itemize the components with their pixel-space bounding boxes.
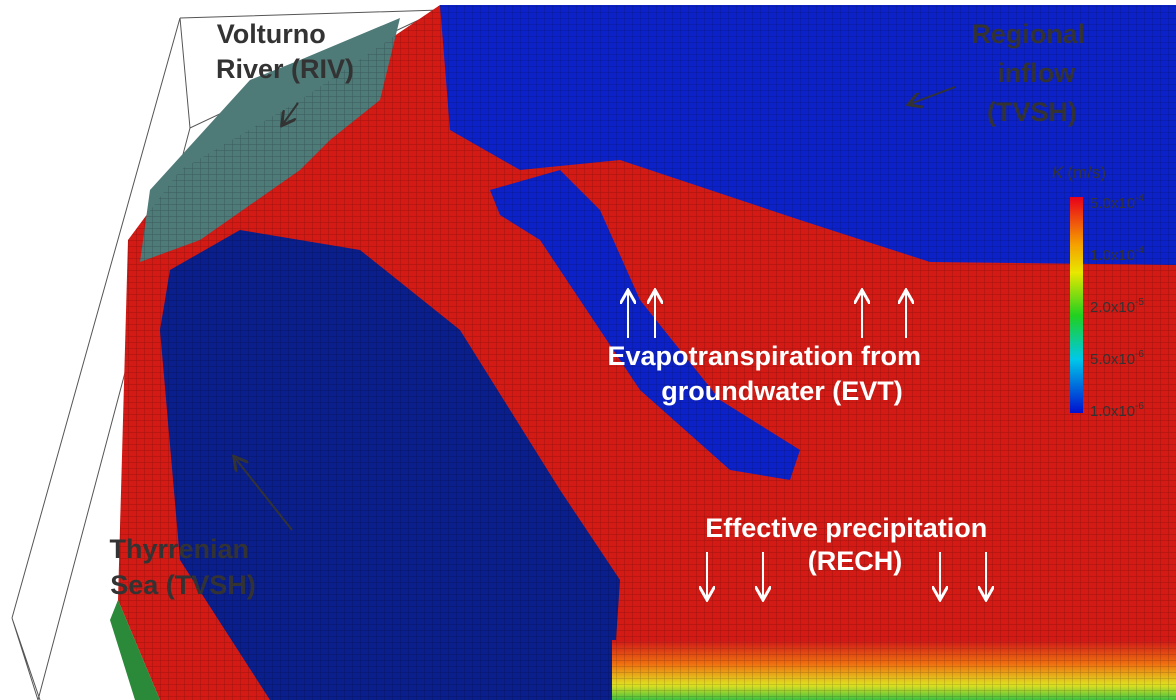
mantissa: 1.0x10 — [1090, 247, 1135, 264]
exponent: -6 — [1135, 401, 1144, 412]
exponent: -5 — [1135, 297, 1144, 308]
symbol: K — [1052, 163, 1064, 182]
exponent: -6 — [1135, 349, 1144, 360]
label-line: Volturno — [217, 19, 326, 49]
label-line: Regional — [971, 19, 1085, 49]
label-line: (RECH) — [808, 546, 903, 576]
colorbar-title: K(m/s) — [1052, 163, 1106, 182]
label-line: Sea (TVSH) — [110, 570, 256, 600]
mantissa: 5.0x10 — [1090, 195, 1135, 212]
mantissa: 2.0x10 — [1090, 299, 1135, 316]
exponent: -4 — [1135, 193, 1144, 204]
label-line: groundwater (EVT) — [661, 376, 903, 406]
exponent: -4 — [1135, 245, 1144, 256]
colorbar-scale — [1070, 197, 1083, 413]
label-line: River (RIV) — [216, 54, 354, 84]
label-line: inflow — [997, 58, 1076, 88]
label-line: Thyrrenian — [109, 534, 249, 564]
mantissa: 5.0x10 — [1090, 351, 1135, 368]
unit: (m/s) — [1067, 163, 1106, 182]
label-line: Effective precipitation — [705, 513, 987, 543]
model-figure: Volturno River (RIV) Regional inflow (TV… — [0, 0, 1176, 700]
label-line: (TVSH) — [987, 97, 1077, 127]
mantissa: 1.0x10 — [1090, 403, 1135, 420]
label-line: Evapotranspiration from — [607, 341, 921, 371]
